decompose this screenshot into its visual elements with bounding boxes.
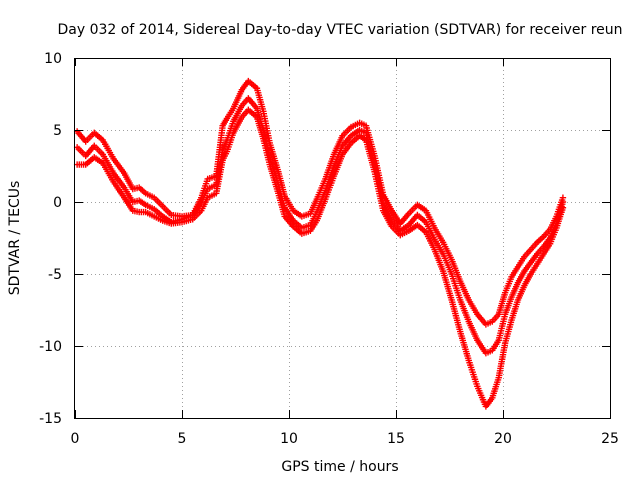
grid-lines xyxy=(75,58,610,418)
plot-frame xyxy=(74,58,611,419)
y-tick-label: 0 xyxy=(53,195,62,211)
x-tick-label: 15 xyxy=(387,431,405,447)
data-point xyxy=(559,198,567,206)
x-tick-label: 25 xyxy=(601,431,619,447)
y-axis-label: SDTVAR / TECUs xyxy=(7,181,23,296)
x-axis-label: GPS time / hours xyxy=(281,459,398,475)
x-tick-label: 20 xyxy=(494,431,512,447)
x-tick-label: 10 xyxy=(280,431,298,447)
x-tick-labels: 0 5 10 15 20 25 xyxy=(71,431,619,447)
series-2 xyxy=(73,95,567,357)
y-tick-label: 10 xyxy=(44,51,62,67)
x-tick-label: 0 xyxy=(71,431,80,447)
y-tick-label: -10 xyxy=(39,339,62,355)
x-tick-label: 5 xyxy=(178,431,187,447)
y-tick-label: 5 xyxy=(53,123,62,139)
data-markers xyxy=(73,77,567,410)
chart-title: Day 032 of 2014, Sidereal Day-to-day VTE… xyxy=(57,22,622,38)
series-3 xyxy=(73,106,567,410)
axis-ticks xyxy=(75,58,611,419)
data-point xyxy=(559,204,567,211)
y-tick-labels: -15 -10 -5 0 5 10 xyxy=(39,51,62,427)
y-tick-label: -5 xyxy=(48,267,62,283)
y-tick-label: -15 xyxy=(39,411,62,427)
